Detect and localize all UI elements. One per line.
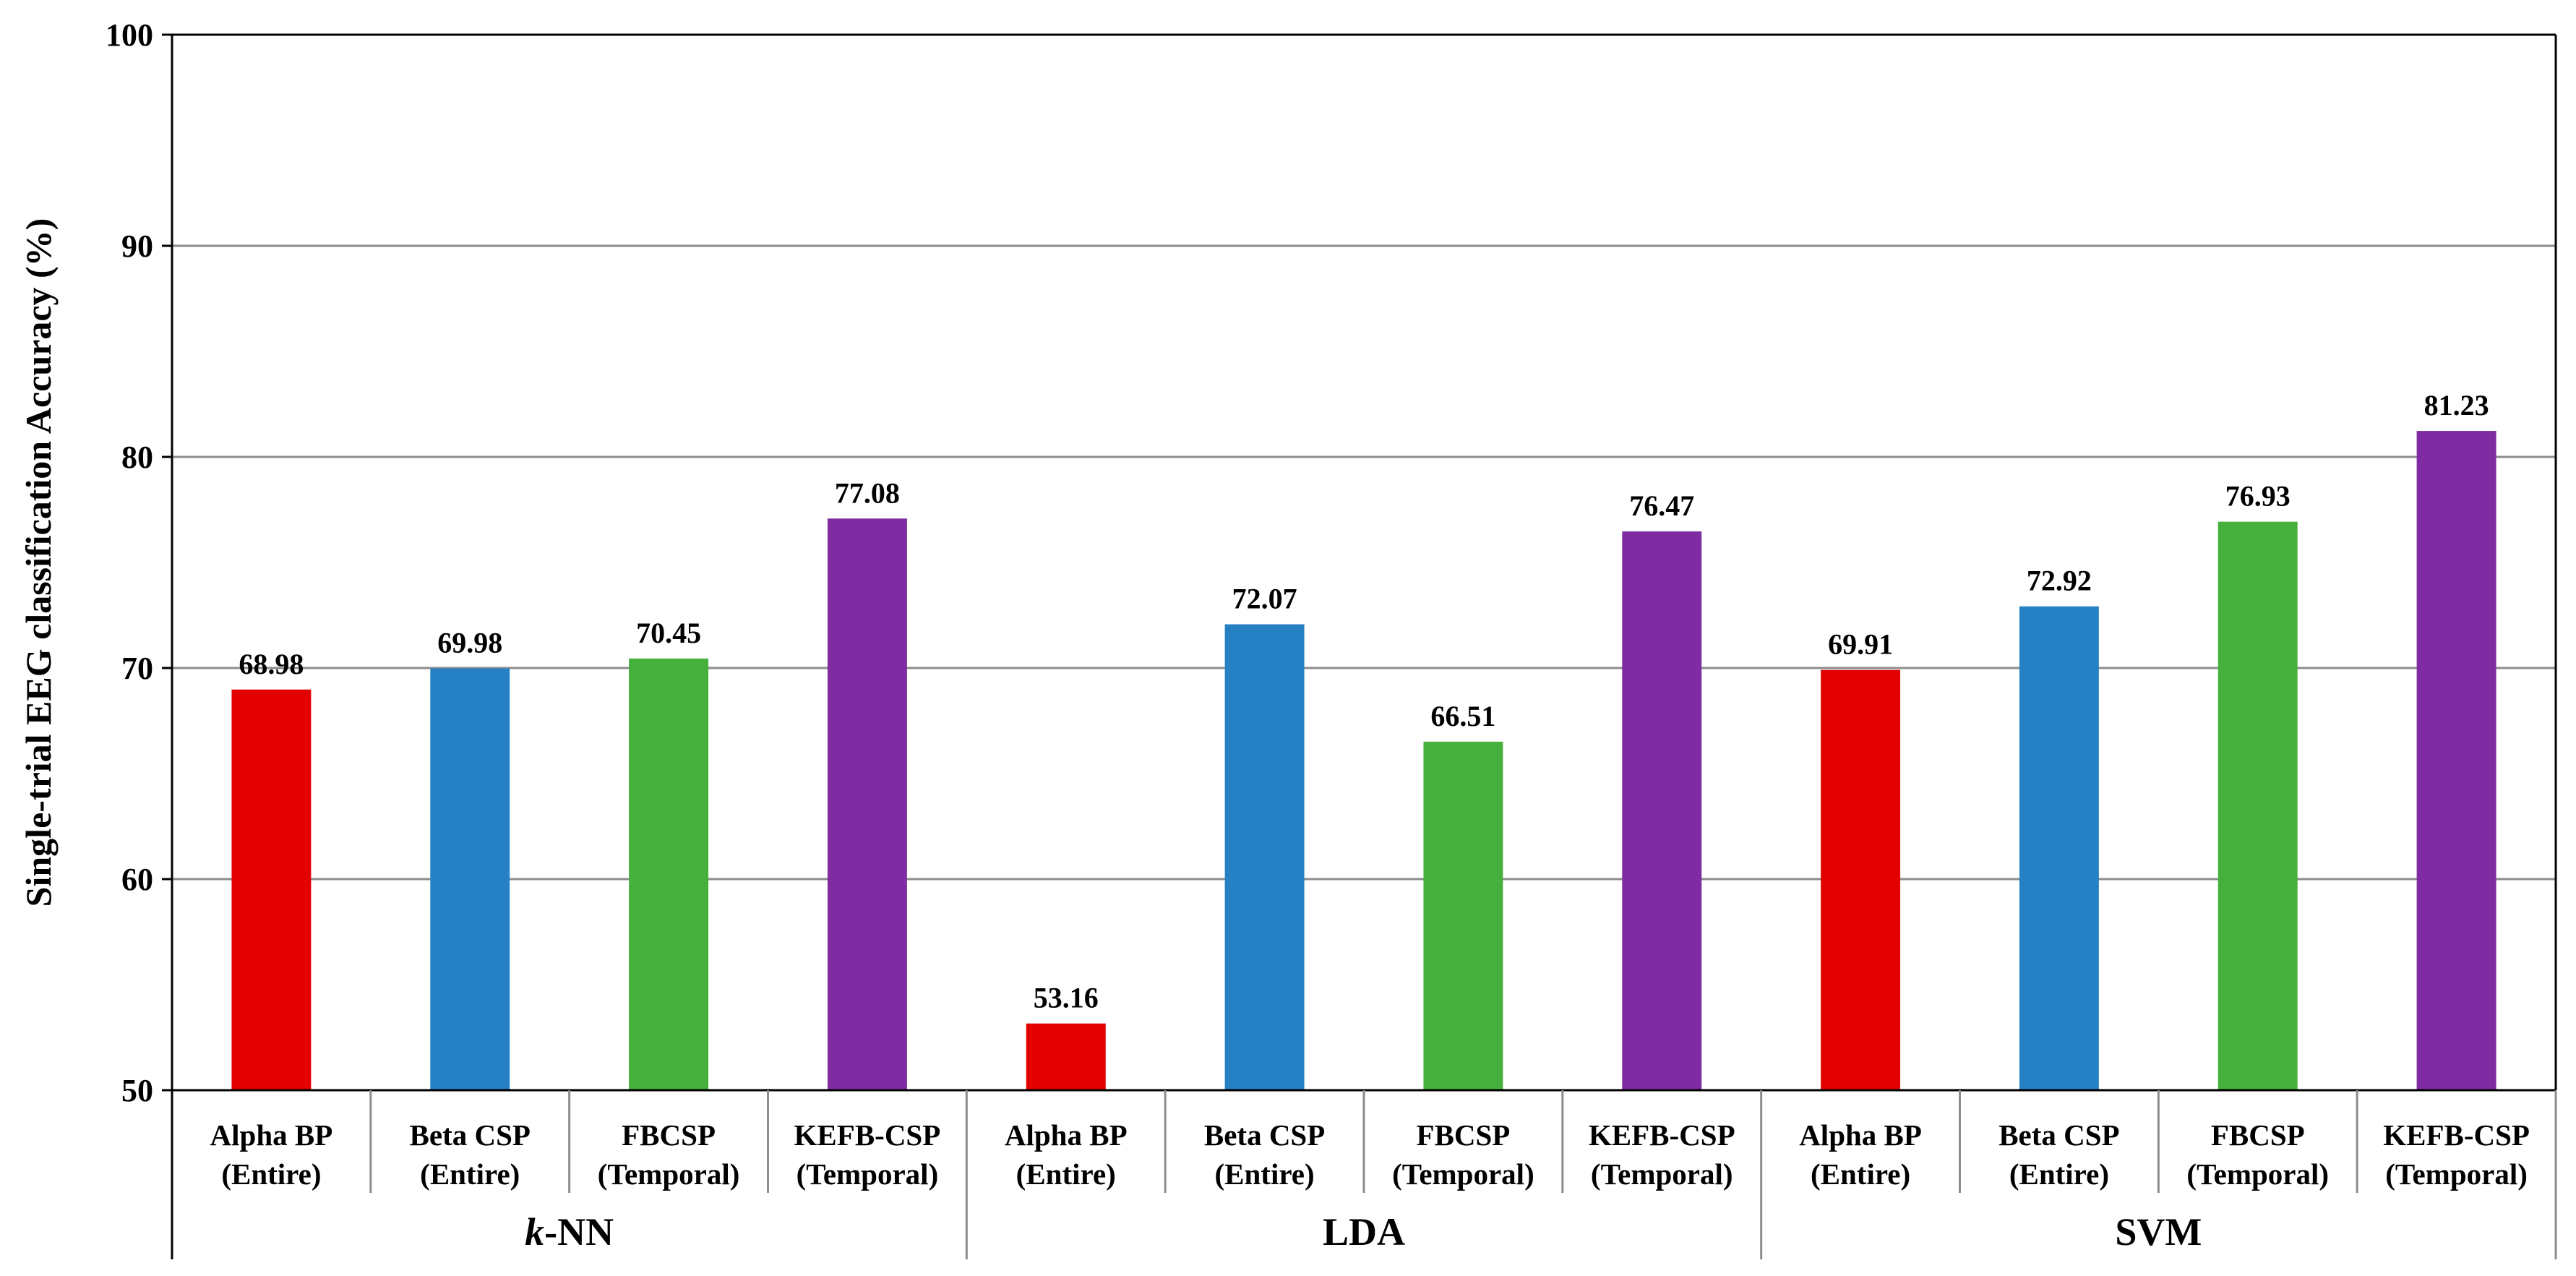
category-label: Alpha BP [1005,1118,1128,1152]
axes [162,33,2557,1259]
bar [1423,741,1503,1090]
group-label-text: LDA [1323,1210,1405,1254]
data-label: 76.93 [2225,480,2291,513]
bar [2416,431,2496,1090]
category-sublabel: (Temporal) [797,1157,939,1191]
group-label: k-NN [525,1210,614,1254]
group-label-italic: k [525,1210,544,1254]
category-sublabel: (Temporal) [1392,1157,1534,1191]
category-label: FBCSP [622,1118,716,1152]
bar [430,668,510,1090]
group-label: LDA [1323,1210,1405,1254]
category-label: Alpha BP [210,1118,333,1152]
y-tick-label: 50 [121,1073,153,1108]
bar [629,658,709,1090]
data-label: 69.98 [437,627,502,659]
category-label: FBCSP [1416,1118,1510,1152]
category-label: Alpha BP [1799,1118,1922,1152]
category-sublabel: (Entire) [1215,1157,1315,1191]
data-label: 53.16 [1034,982,1099,1014]
category-sublabel: (Temporal) [2186,1157,2329,1191]
category-sublabel: (Entire) [1811,1157,1910,1191]
y-tick-label: 90 [121,228,153,264]
bar [1821,669,1901,1090]
y-tick-label: 60 [121,862,153,897]
data-label: 70.45 [636,617,701,649]
category-label: KEFB-CSP [2383,1118,2530,1152]
data-label: 81.23 [2424,389,2489,421]
data-label: 72.07 [1232,583,1297,615]
y-tick-label: 100 [106,17,153,53]
data-label: 76.47 [1629,489,1694,522]
category-sublabel: (Temporal) [2385,1157,2528,1191]
category-label: FBCSP [2211,1118,2305,1152]
y-tick-label: 70 [121,651,153,686]
category-label: Beta CSP [1204,1118,1325,1152]
bars [231,431,2496,1090]
bar [827,518,907,1090]
bar [1026,1023,1106,1090]
bar [2019,606,2099,1090]
bar [231,689,312,1090]
category-label: Beta CSP [410,1118,531,1152]
category-sublabel: (Entire) [2009,1157,2109,1191]
category-sublabel: (Temporal) [598,1157,740,1191]
group-label-text: -NN [544,1210,614,1254]
category-sublabel: (Entire) [1016,1157,1116,1191]
group-label-text: SVM [2115,1210,2202,1254]
group-label: SVM [2115,1210,2202,1254]
data-label: 69.91 [1828,628,1893,661]
y-axis-label: Single-trial EEG classification Accuracy… [18,218,59,907]
category-label: Beta CSP [1998,1118,2119,1152]
data-label: 72.92 [2027,565,2092,597]
bar [1622,531,1702,1090]
category-sublabel: (Temporal) [1591,1157,1733,1191]
category-sublabel: (Entire) [221,1157,321,1191]
gridlines [172,33,2556,881]
labels: 50 60 70 80 90 100 Single-trial EEG classifica… [18,17,2530,1254]
bar [2217,521,2298,1090]
data-label: 77.08 [835,476,900,509]
category-label: KEFB-CSP [794,1118,941,1152]
data-label: 68.98 [239,648,304,680]
category-sublabel: (Entire) [420,1157,520,1191]
category-label: KEFB-CSP [1589,1118,1735,1152]
bar [1224,624,1305,1090]
data-label: 66.51 [1430,700,1495,732]
y-tick-label: 80 [121,440,153,475]
